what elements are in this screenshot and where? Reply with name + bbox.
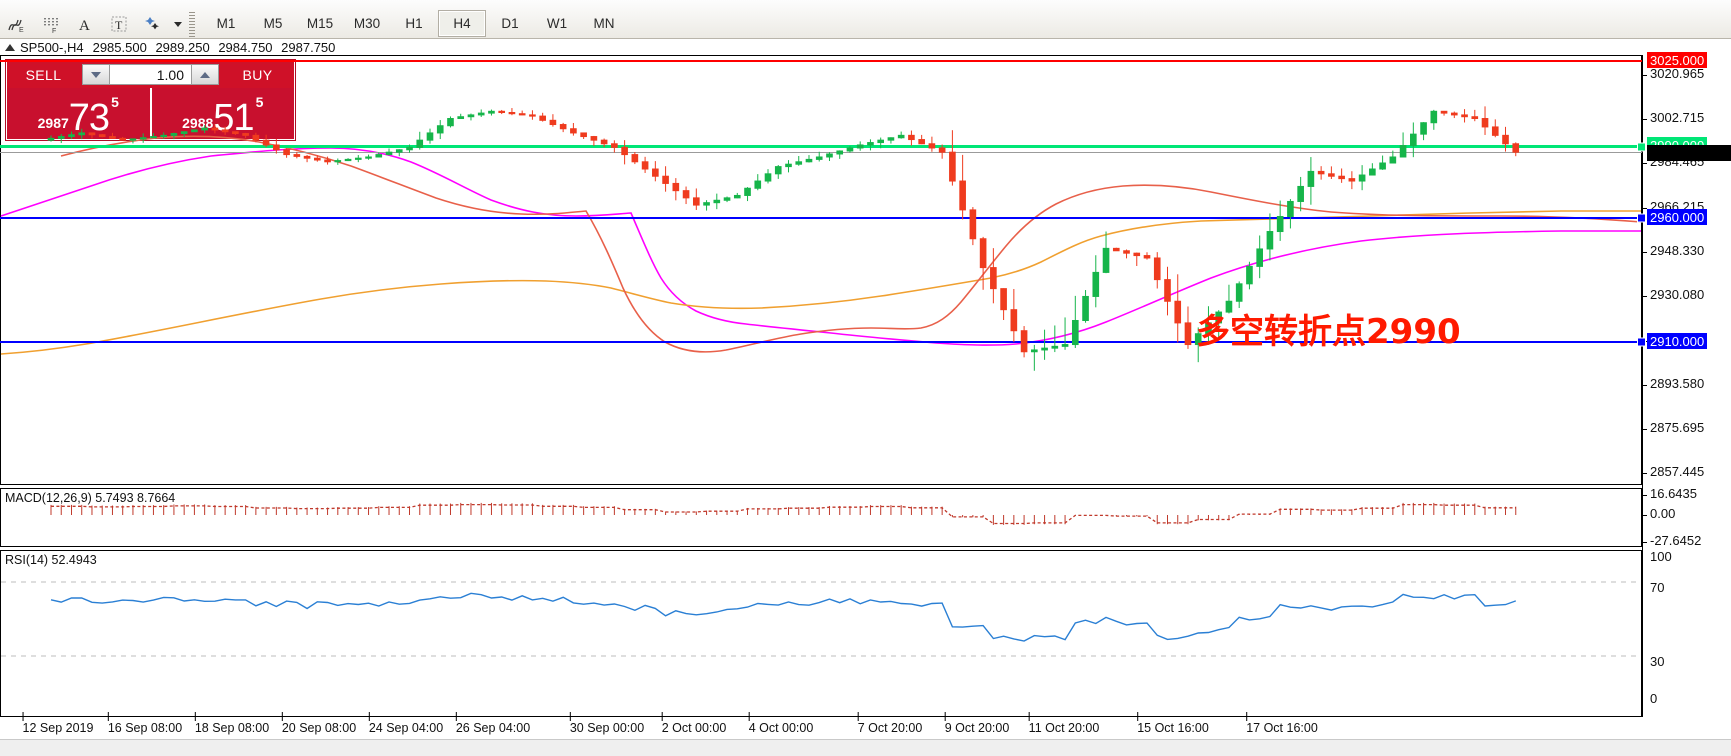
price-label-bid	[1647, 145, 1731, 161]
time-tick: 24 Sep 04:00	[368, 712, 443, 735]
indicators-icon[interactable]: E	[0, 10, 34, 38]
svg-text:F: F	[52, 28, 56, 34]
candlestick-series	[47, 106, 1520, 371]
timeframe-d1[interactable]: D1	[501, 16, 519, 31]
toolbar-grip[interactable]	[188, 10, 197, 37]
triangle-up-icon[interactable]	[5, 43, 15, 51]
text-tool-icon[interactable]: A	[68, 10, 102, 38]
price-label-2910[interactable]: 2910.000	[1647, 333, 1708, 349]
rsi-label: RSI(14) 52.4943	[5, 553, 97, 567]
time-axis[interactable]: 12 Sep 2019 16 Sep 08:00 18 Sep 08:00 20…	[0, 712, 1642, 739]
level-line-bid	[0, 152, 1642, 153]
svg-text:T: T	[115, 18, 123, 32]
buy-price-fraction: 5	[255, 94, 264, 110]
svg-text:E: E	[19, 27, 24, 34]
timeframe-m15[interactable]: M15	[306, 16, 334, 31]
time-tick: 30 Sep 00:00	[569, 712, 644, 735]
rsi-pane[interactable]: RSI(14) 52.4943	[0, 550, 1642, 717]
time-tick: 4 Oct 00:00	[748, 712, 813, 735]
caret-down-icon	[91, 71, 101, 78]
timeframe-h1[interactable]: H1	[405, 16, 423, 31]
ohlc-open: 2985.500	[92, 39, 147, 55]
level-line-2910[interactable]	[0, 337, 1646, 347]
timeframe-w1[interactable]: W1	[546, 16, 568, 31]
buy-price-integer: 2988	[182, 115, 214, 131]
one-click-trading-panel[interactable]: SELL 1.00 BUY 2987 73 5 2988 51 5	[6, 60, 295, 140]
price-label-2960[interactable]: 2960.000	[1647, 209, 1708, 225]
level-line-3025[interactable]	[0, 60, 1642, 62]
ohlc-close: 2987.750	[281, 39, 336, 55]
time-tick: 2 Oct 00:00	[661, 712, 726, 735]
volume-decrease-button[interactable]	[82, 64, 110, 85]
macd-label: MACD(12,26,9) 5.7493 8.7664	[5, 491, 176, 505]
objects-dropdown-icon[interactable]	[170, 10, 186, 38]
price-chart-pane[interactable]: 多空转折点2990	[0, 55, 1642, 485]
caret-up-icon	[200, 71, 210, 78]
buy-price-button[interactable]: 2988 51 5	[152, 88, 295, 138]
volume-input[interactable]: 1.00	[110, 64, 191, 85]
sell-price-integer: 2987	[37, 115, 69, 131]
sell-button-label[interactable]: SELL	[25, 66, 62, 83]
macd-pane[interactable]: MACD(12,26,9) 5.7493 8.7664	[0, 488, 1642, 547]
timeframe-m30[interactable]: M30	[353, 16, 381, 31]
timeframe-h4[interactable]: H4	[438, 10, 486, 37]
time-tick: 7 Oct 20:00	[857, 712, 922, 735]
chart-annotation-text: 多空转折点2990	[1196, 312, 1461, 352]
symbol-label: SP500-,H4	[20, 39, 84, 55]
macd-histogram	[50, 502, 1517, 525]
time-tick: 9 Oct 20:00	[944, 712, 1009, 735]
toolbar-overflow-row	[0, 0, 1731, 9]
sell-price-major: 73	[68, 96, 110, 139]
symbol-ohlc-bar: SP500-,H4 2985.500 2989.250 2984.750 298…	[0, 39, 1731, 55]
time-tick: 11 Oct 20:00	[1028, 712, 1099, 735]
price-axis[interactable]: 3020.965 3002.715 2984.465 2966.215 2948…	[1642, 52, 1731, 717]
volume-increase-button[interactable]	[191, 64, 219, 85]
level-line-2960[interactable]	[0, 213, 1646, 223]
grid-icon[interactable]: F	[34, 10, 68, 38]
time-tick: 12 Sep 2019	[22, 712, 93, 735]
time-tick: 26 Sep 04:00	[455, 712, 530, 735]
rsi-series	[1, 581, 1641, 657]
buy-price-major: 51	[213, 96, 254, 139]
timeframe-m5[interactable]: M5	[263, 16, 283, 31]
status-bar	[0, 739, 1731, 756]
ohlc-low: 2984.750	[218, 39, 273, 55]
time-tick: 16 Sep 08:00	[107, 712, 182, 735]
buy-button-label[interactable]: BUY	[242, 66, 273, 83]
toolbar: E F A T M1 M5	[0, 0, 1731, 39]
time-tick: 15 Oct 16:00	[1137, 712, 1209, 735]
timeframe-mn[interactable]: MN	[593, 16, 615, 31]
ohlc-high: 2989.250	[155, 39, 210, 55]
svg-text:A: A	[79, 18, 90, 34]
sell-price-button[interactable]: 2987 73 5	[7, 88, 152, 138]
time-tick: 18 Sep 08:00	[194, 712, 269, 735]
time-axis-border	[0, 716, 1642, 717]
sell-price-fraction: 5	[111, 94, 119, 110]
price-label-3025[interactable]: 3025.000	[1647, 52, 1708, 68]
level-line-2990[interactable]	[0, 142, 1646, 151]
time-tick: 17 Oct 16:00	[1246, 712, 1318, 735]
text-label-icon[interactable]: T	[102, 10, 136, 38]
objects-icon[interactable]	[136, 10, 170, 38]
timeframe-m1[interactable]: M1	[216, 16, 236, 31]
time-tick: 20 Sep 08:00	[281, 712, 356, 735]
